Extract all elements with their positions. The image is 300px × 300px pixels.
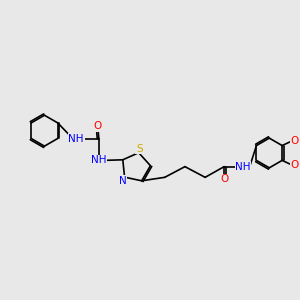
Text: NH: NH — [236, 162, 251, 172]
Text: O: O — [93, 121, 101, 131]
Text: N: N — [119, 176, 127, 186]
Text: O: O — [290, 160, 298, 170]
Text: S: S — [136, 144, 142, 154]
Text: NH: NH — [91, 155, 106, 165]
Text: O: O — [290, 136, 298, 146]
Text: NH: NH — [68, 134, 84, 144]
Text: O: O — [220, 174, 228, 184]
